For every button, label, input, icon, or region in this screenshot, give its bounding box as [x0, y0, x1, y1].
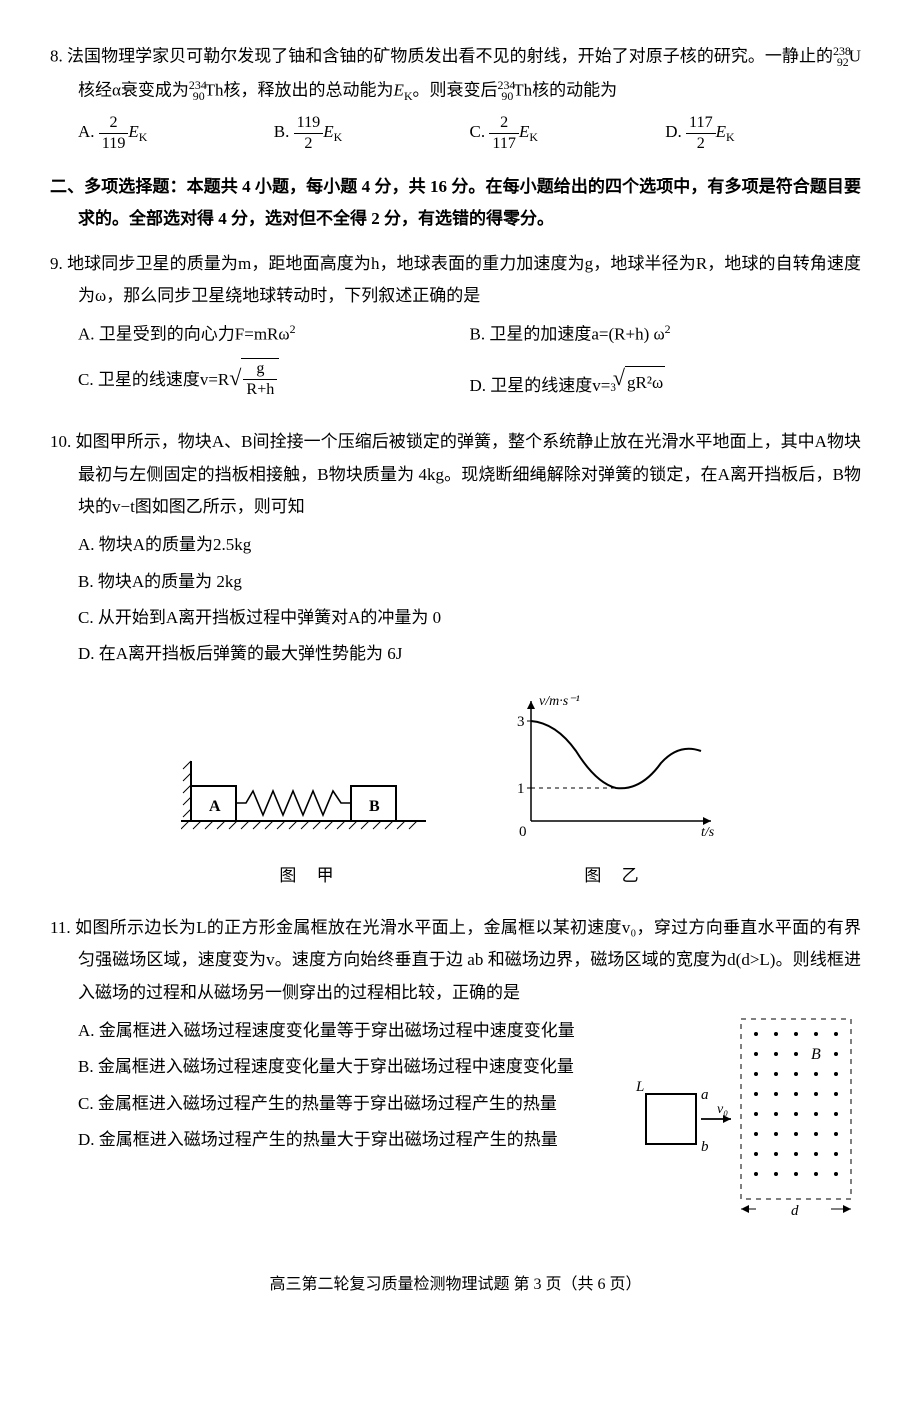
figure-yi-svg: 3 1 0 v/m·s⁻¹ t/s [501, 691, 731, 841]
figure-jia-svg: A B [181, 741, 441, 841]
q11-options: A. 金属框进入磁场过程速度变化量等于穿出磁场过程中速度变化量 B. 金属框进入… [50, 1015, 611, 1156]
figure-yi: 3 1 0 v/m·s⁻¹ t/s 图 乙 [501, 691, 731, 893]
q11-option-b: B. 金属框进入磁场过程速度变化量大于穿出磁场过程中速度变化量 [78, 1051, 611, 1083]
q10-option-a: A. 物块A的质量为2.5kg [78, 529, 861, 561]
q8-option-a: A. 2119EK [78, 113, 274, 153]
q10-options: A. 物块A的质量为2.5kg B. 物块A的质量为 2kg C. 从开始到A离… [50, 529, 861, 670]
svg-text:1: 1 [517, 781, 525, 797]
q9-number: 9. [50, 254, 63, 273]
figure-q11-svg: B L a b v₀ d [631, 1009, 861, 1229]
svg-text:L: L [635, 1079, 644, 1095]
q10-option-d: D. 在A离开挡板后弹簧的最大弹性势能为 6J [78, 638, 861, 670]
q9-option-d: D. 卫星的线速度v=3√gR²ω [470, 357, 862, 402]
svg-text:d: d [791, 1203, 799, 1219]
q11-option-a: A. 金属框进入磁场过程速度变化量等于穿出磁场过程中速度变化量 [78, 1015, 611, 1047]
svg-text:B: B [369, 798, 380, 815]
q11-option-d: D. 金属框进入磁场过程产生的热量大于穿出磁场过程产生的热量 [78, 1124, 611, 1156]
q8-text: 8. 法国物理学家贝可勒尔发现了铀和含铀的矿物质发出看不见的射线，开始了对原子核… [50, 40, 861, 107]
svg-text:b: b [701, 1139, 709, 1155]
q11-option-c: C. 金属框进入磁场过程产生的热量等于穿出磁场过程产生的热量 [78, 1088, 611, 1120]
q9-option-c: C. 卫星的线速度v=R√gR+h [78, 357, 470, 402]
q8-option-b: B. 1192EK [274, 113, 470, 153]
q10-diagrams: A B [50, 691, 861, 893]
q9-option-b: B. 卫星的加速度a=(R+h) ω2 [470, 318, 862, 351]
q9-options: A. 卫星受到的向心力F=mRω2 B. 卫星的加速度a=(R+h) ω2 C.… [50, 318, 861, 408]
q8-number: 8. [50, 47, 63, 66]
q8-option-d: D. 1172EK [665, 113, 861, 153]
q10-option-c: C. 从开始到A离开挡板过程中弹簧对A的冲量为 0 [78, 602, 861, 634]
q10-number: 10. [50, 432, 71, 451]
q10-text: 10. 如图甲所示，物块A、B间拴接一个压缩后被锁定的弹簧，整个系统静止放在光滑… [50, 426, 861, 523]
figure-jia: A B [181, 741, 441, 893]
svg-text:B: B [811, 1046, 821, 1063]
q10-option-b: B. 物块A的质量为 2kg [78, 566, 861, 598]
figure-yi-caption: 图 乙 [501, 860, 731, 892]
q9-text: 9. 地球同步卫星的质量为m，距地面高度为h，地球表面的重力加速度为g，地球半径… [50, 248, 861, 313]
svg-text:v/m·s⁻¹: v/m·s⁻¹ [539, 694, 580, 709]
q8-options: A. 2119EK B. 1192EK C. 2117EK D. 1172EK [50, 113, 861, 153]
svg-text:0: 0 [519, 824, 527, 840]
svg-text:t/s: t/s [701, 825, 715, 840]
q8-option-c: C. 2117EK [470, 113, 666, 153]
q11-text: 11. 如图所示边长为L的正方形金属框放在光滑水平面上，金属框以某初速度v₀，穿… [50, 912, 861, 1009]
figure-jia-caption: 图 甲 [181, 860, 441, 892]
svg-text:A: A [209, 798, 221, 815]
q9-option-a: A. 卫星受到的向心力F=mRω2 [78, 318, 470, 351]
svg-text:v₀: v₀ [717, 1102, 728, 1117]
question-11: 11. 如图所示边长为L的正方形金属框放在光滑水平面上，金属框以某初速度v₀，穿… [50, 912, 861, 1240]
svg-text:a: a [701, 1087, 709, 1103]
question-10: 10. 如图甲所示，物块A、B间拴接一个压缩后被锁定的弹簧，整个系统静止放在光滑… [50, 426, 861, 892]
section-2-header: 二、多项选择题：本题共 4 小题，每小题 4 分，共 16 分。在每小题给出的四… [50, 171, 861, 236]
question-9: 9. 地球同步卫星的质量为m，距地面高度为h，地球表面的重力加速度为g，地球半径… [50, 248, 861, 409]
q11-number: 11. [50, 918, 71, 937]
page-footer: 高三第二轮复习质量检测物理试题 第 3 页（共 6 页） [50, 1270, 861, 1300]
figure-q11: B L a b v₀ d [631, 1009, 861, 1240]
svg-text:3: 3 [517, 714, 525, 730]
question-8: 8. 法国物理学家贝可勒尔发现了铀和含铀的矿物质发出看不见的射线，开始了对原子核… [50, 40, 861, 153]
